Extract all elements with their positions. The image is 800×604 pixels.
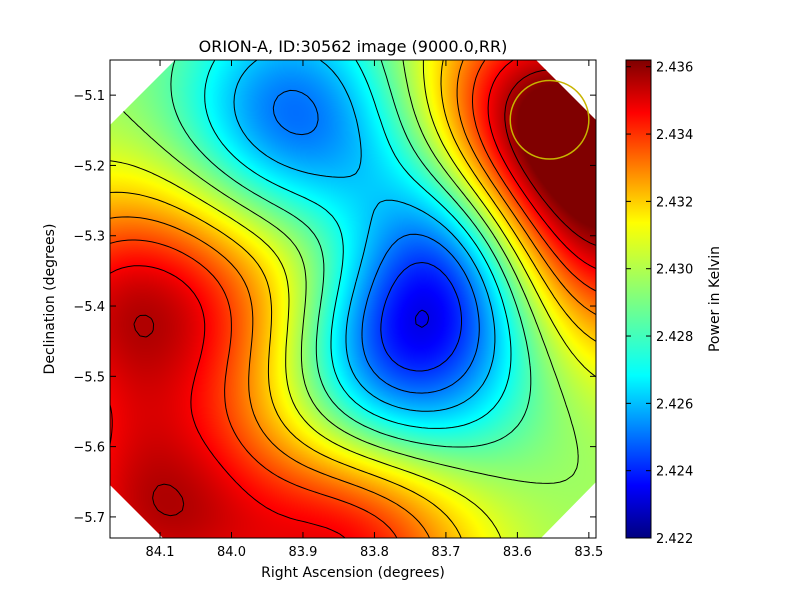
colorbar-tick-label: 2.432 [656, 195, 693, 210]
y-tick-label: −5.4 [73, 300, 105, 315]
heatmap-area [110, 60, 596, 538]
beam-circle [509, 79, 590, 160]
y-tick-label: −5.3 [73, 230, 105, 245]
x-axis-label: Right Ascension (degrees) [261, 565, 445, 581]
contour-line [110, 60, 579, 484]
chart-title: ORION-A, ID:30562 image (9000.0,RR) [199, 37, 508, 56]
contour-line [110, 60, 596, 538]
plot-frame [109, 59, 597, 539]
y-tick-label: −5.2 [73, 159, 105, 174]
contour-line [170, 60, 532, 448]
y-tick-label: −5.6 [73, 441, 105, 456]
colorbar-tick-label: 2.426 [656, 397, 693, 412]
x-tick-label: 83.7 [431, 545, 460, 560]
y-tick-label: −5.1 [73, 89, 105, 104]
colorbar-tick-label: 2.424 [656, 465, 693, 480]
contour-line [233, 60, 496, 412]
contour-line [204, 60, 512, 429]
colorbar-tick-label: 2.428 [656, 330, 693, 345]
x-tick-label: 83.5 [574, 545, 603, 560]
x-tick-label: 84.0 [217, 545, 246, 560]
colorbar-ticks: 2.422 2.424 2.426 2.428 2.430 2.432 2.434 2.436 [626, 61, 693, 547]
contour-line [110, 60, 596, 538]
contour-line [110, 60, 596, 538]
colorbar-gradient [625, 59, 652, 539]
heatmap-image [110, 60, 596, 538]
y-axis-label: Declination (degrees) [42, 224, 58, 375]
colorbar: 2.422 2.424 2.426 2.428 2.430 2.432 2.434 2.436… [625, 59, 723, 547]
x-tick-label: 83.8 [360, 545, 389, 560]
contour-line [110, 60, 596, 538]
contour-line [380, 262, 462, 372]
contour-line [110, 60, 596, 538]
contour-line [272, 89, 480, 394]
x-tick-label: 84.1 [146, 545, 175, 560]
colorbar-label: Power in Kelvin [707, 246, 723, 352]
contour-lines [110, 60, 596, 538]
contour-line [415, 309, 430, 328]
y-tick-label: −5.7 [73, 511, 105, 526]
y-tick-label: −5.5 [73, 370, 105, 385]
colorbar-tick-label: 2.430 [656, 263, 693, 278]
colorbar-tick-label: 2.434 [656, 128, 693, 143]
y-axis: −5.1 −5.2 −5.3 −5.4 −5.5 −5.6 −5.7 [73, 89, 596, 526]
colorbar-tick-label: 2.436 [656, 61, 693, 76]
x-tick-label: 83.6 [503, 545, 532, 560]
x-axis: 84.1 84.0 83.9 83.8 83.7 83.6 83.5 [146, 60, 603, 560]
colorbar-tick-label: 2.422 [656, 532, 693, 547]
x-tick-label: 83.9 [288, 545, 317, 560]
